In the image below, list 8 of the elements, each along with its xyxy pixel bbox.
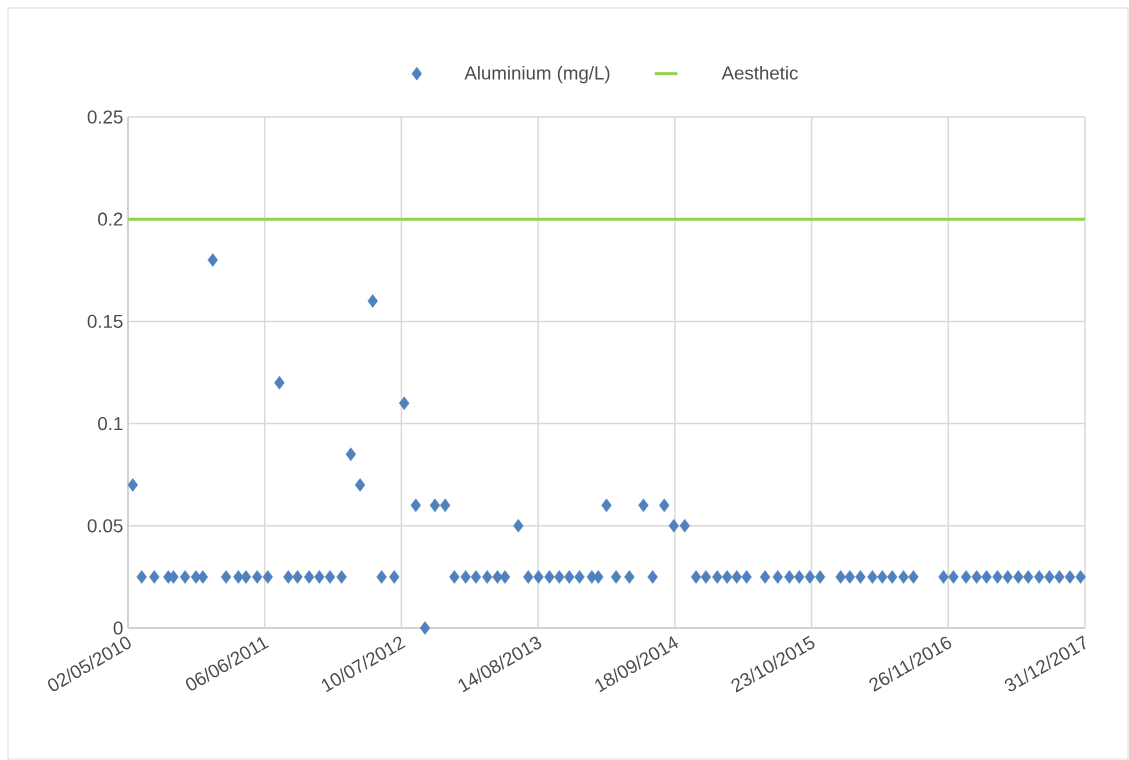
legend-label: Aluminium (mg/L) xyxy=(464,65,610,84)
y-tick-label: 0.2 xyxy=(98,212,123,226)
y-tick-label: 0.25 xyxy=(87,110,123,124)
y-tick-label: 0.15 xyxy=(87,314,123,329)
y-tick-label: 0.05 xyxy=(87,519,123,533)
legend-label: Aesthetic xyxy=(721,65,798,80)
y-tick-label: 0.1 xyxy=(98,416,123,431)
y-tick-label: 0 xyxy=(113,621,123,635)
